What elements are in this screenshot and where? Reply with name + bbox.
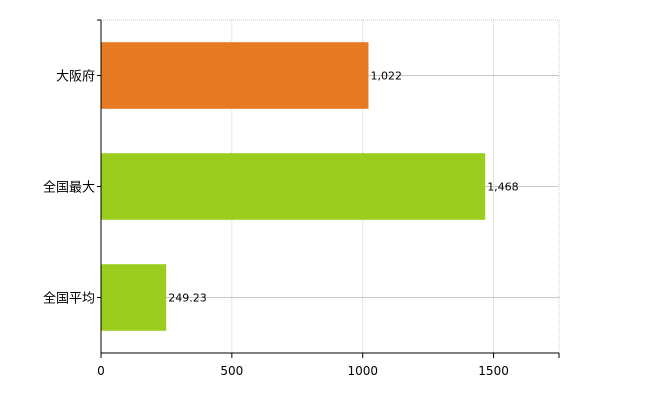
x-tick-label: 1500 — [478, 364, 509, 378]
data-label: 1,468 — [487, 181, 518, 194]
category-label: 大阪府 — [56, 70, 95, 85]
data-label: 249.23 — [168, 292, 207, 305]
x-tick-label: 0 — [97, 364, 105, 378]
data-labels: 1,022 1,468 249.23 — [168, 70, 518, 305]
x-tick-label: 500 — [220, 364, 243, 378]
bar-3 — [101, 264, 167, 331]
bar-1 — [101, 42, 369, 109]
x-tick-label: 1000 — [347, 364, 378, 378]
category-label: 全国平均 — [43, 291, 95, 307]
bars — [101, 42, 486, 331]
category-label: 全国最大 — [43, 180, 95, 196]
data-label: 1,022 — [370, 70, 402, 83]
bar-2 — [101, 153, 486, 220]
